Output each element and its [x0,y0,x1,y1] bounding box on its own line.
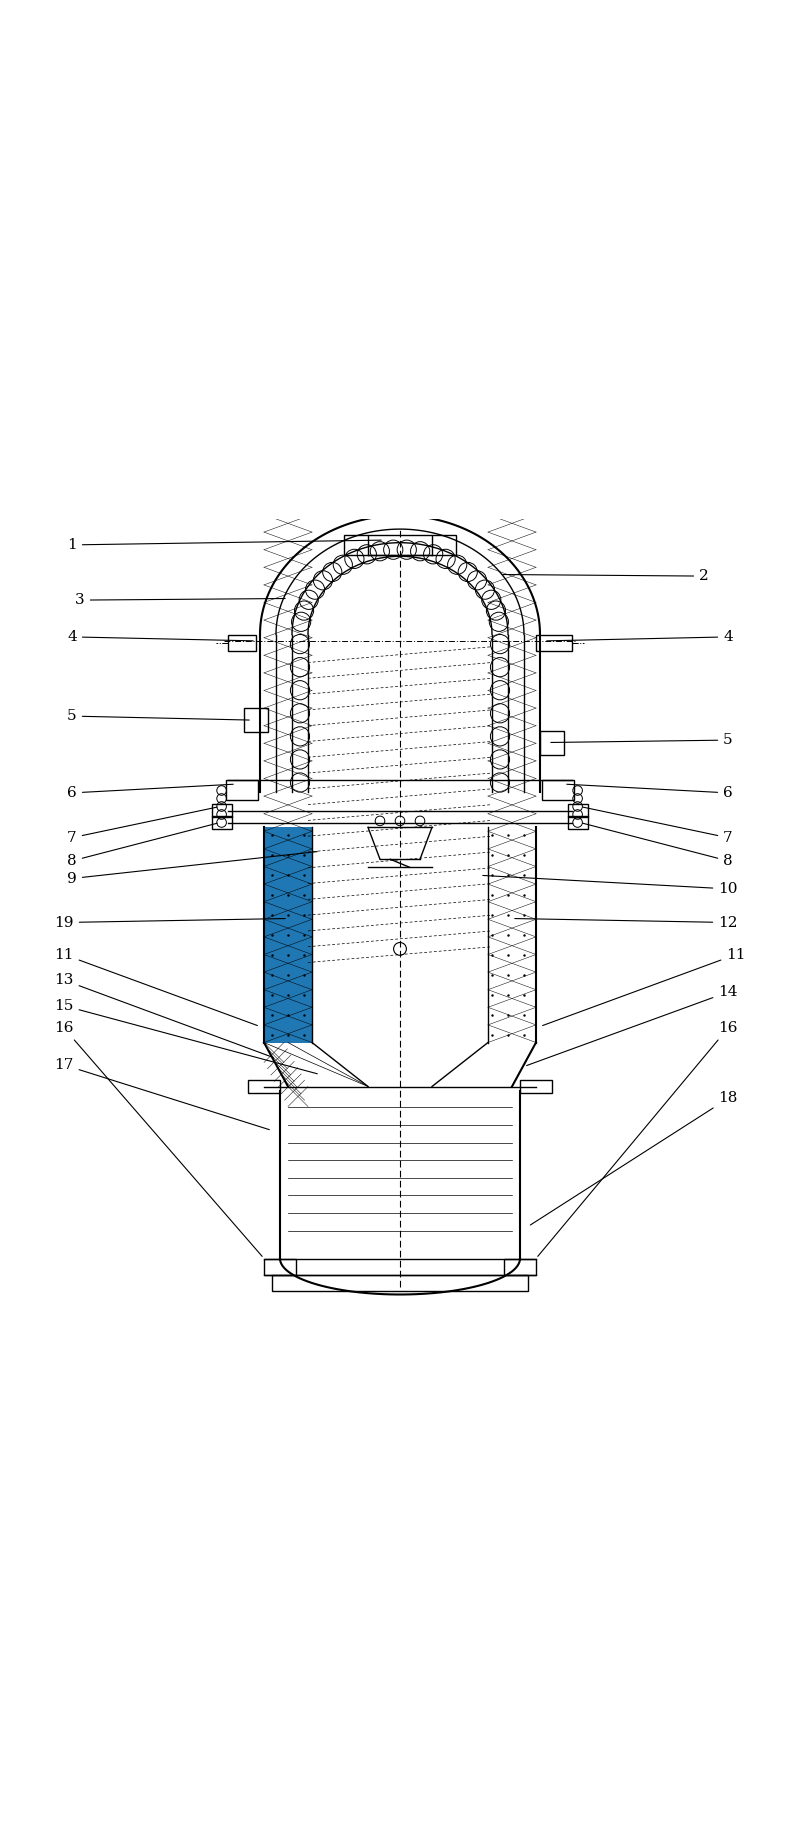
Bar [504,1258,536,1275]
Bar [344,535,456,555]
Bar [536,634,572,650]
Text: 9: 9 [67,852,318,885]
Text: 4: 4 [546,630,733,645]
Text: 1: 1 [67,538,382,551]
Text: 8: 8 [67,823,218,867]
Bar [248,1080,280,1093]
Bar [244,707,268,733]
Text: 13: 13 [54,974,274,1058]
Text: 2: 2 [502,569,709,582]
Text: 7: 7 [582,806,733,845]
Text: 3: 3 [75,593,286,606]
Text: 19: 19 [54,915,286,930]
Bar [272,1275,528,1291]
Bar [264,1258,296,1275]
Text: 10: 10 [482,876,738,896]
Bar [212,816,232,828]
Text: 18: 18 [530,1091,738,1225]
Bar [228,634,256,650]
Text: 6: 6 [566,784,733,799]
Bar [212,805,232,817]
Bar [226,781,258,801]
Text: 11: 11 [54,948,258,1025]
Text: 14: 14 [526,985,738,1065]
Bar [568,816,588,828]
Text: 17: 17 [54,1058,270,1130]
Text: 4: 4 [67,630,254,645]
Text: 16: 16 [54,1021,262,1257]
Text: 11: 11 [542,948,746,1025]
Bar [540,731,564,755]
Text: 12: 12 [514,915,738,930]
Text: 16: 16 [538,1021,738,1257]
Text: 7: 7 [67,806,218,845]
Bar [520,1080,552,1093]
Text: 8: 8 [582,823,733,867]
Bar [568,805,588,817]
Text: 5: 5 [550,733,733,748]
Bar [264,827,312,1043]
Text: 5: 5 [67,709,250,724]
Text: 6: 6 [67,784,234,799]
Bar [542,781,574,801]
Text: 15: 15 [54,999,318,1075]
